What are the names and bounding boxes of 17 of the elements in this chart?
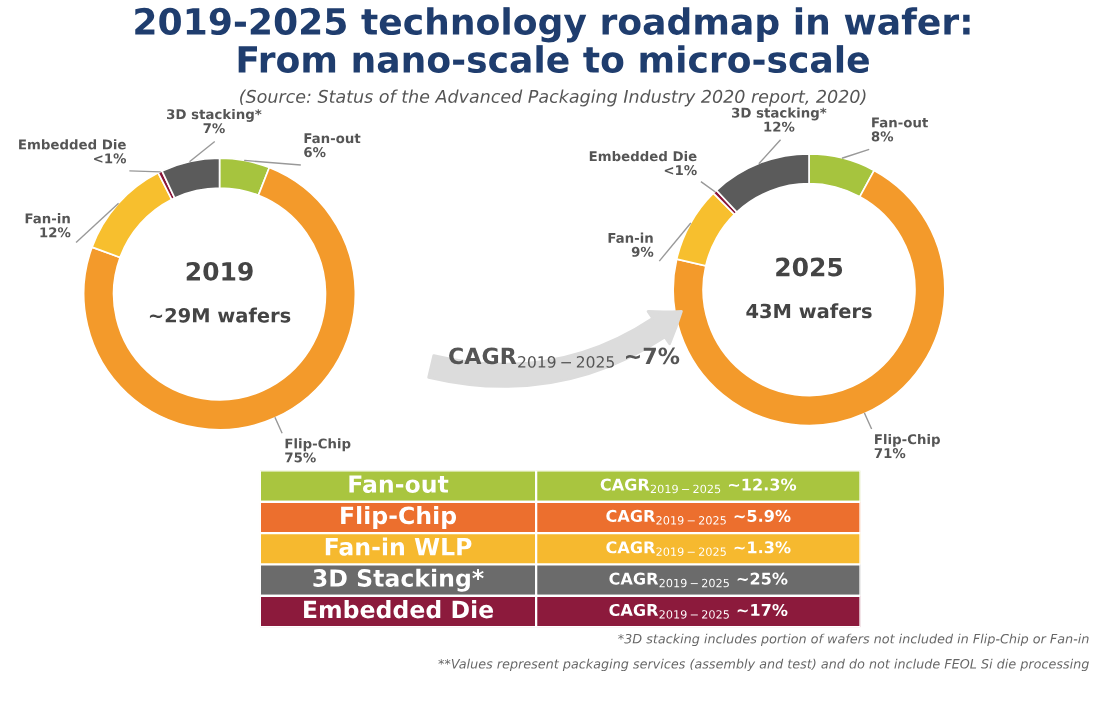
text: 2019 <box>186 261 253 281</box>
text: CAGR$_{2019−2025}$ ~17% <box>609 603 788 619</box>
category-label: Embedded Die <box>304 600 494 619</box>
text: CAGR$_{2019−2025}$ ~12.3% <box>600 478 797 494</box>
text: CAGR$_{2019−2025}$ ~7% <box>449 347 680 368</box>
text: CAGR$_{2019−2025}$ ~25% <box>609 572 788 588</box>
text: 2019-2025 technology roadmap in wafer: From nano-scale to micro-scale <box>135 7 970 74</box>
text: CAGR$_{2019−2025}$ ~1.3% <box>606 541 791 556</box>
category-label: Fan-out <box>349 475 449 493</box>
text: 43M wafers <box>746 303 872 319</box>
category-label: 3D Stacking* <box>313 568 484 592</box>
text: CAGR$_{2019−2025}$ ~5.9% <box>606 509 791 525</box>
text: 2025 <box>776 257 843 277</box>
text: ~29M wafers <box>149 307 291 323</box>
text: (Source: Status of the Advanced Packaging Industry 2020 report, 2020) <box>240 89 866 107</box>
category-label: Flip-Chip <box>341 506 457 529</box>
category-label: Fan-in WLP <box>325 537 472 556</box>
